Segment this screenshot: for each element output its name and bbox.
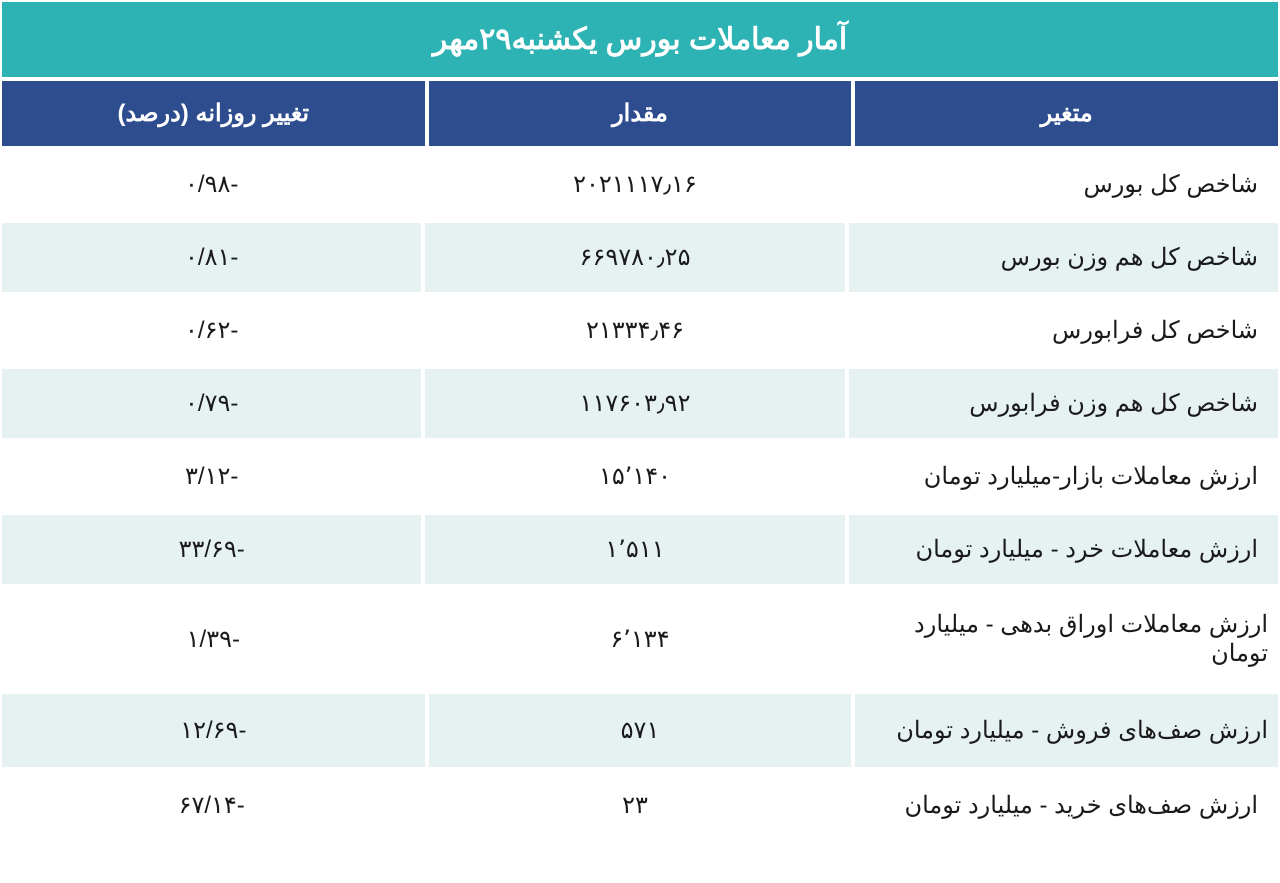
table-row: ارزش معاملات اوراق بدهی - میلیارد تومان … (0, 586, 1280, 692)
header-value: مقدار (427, 79, 854, 148)
cell-value: ۶٬۱۳۴ (427, 586, 854, 692)
cell-value: ۲۳ (423, 769, 846, 842)
cell-change: -۳/۱۲ (0, 440, 423, 513)
table-row: ارزش صف‌های فروش - میلیارد تومان ۵۷۱ -۱۲… (0, 692, 1280, 769)
cell-variable: ارزش معاملات اوراق بدهی - میلیارد تومان (853, 586, 1280, 692)
cell-value: ۶۶۹۷۸۰٫۲۵ (423, 221, 846, 294)
table-row: ارزش معاملات بازار-میلیارد تومان ۱۵٬۱۴۰ … (0, 440, 1280, 513)
cell-change: -۱۲/۶۹ (0, 692, 427, 769)
cell-value: ۲۰۲۱۱۱۷٫۱۶ (423, 148, 846, 221)
table-header-row: متغیر مقدار تغییر روزانه (درصد) (0, 79, 1280, 148)
cell-change: -۳۳/۶۹ (0, 513, 423, 586)
table-row: شاخص کل بورس ۲۰۲۱۱۱۷٫۱۶ -۰/۹۸ (0, 148, 1280, 221)
cell-variable: ارزش معاملات خرد - میلیارد تومان (847, 513, 1280, 586)
cell-change: -۰/۸۱ (0, 221, 423, 294)
cell-value: ۲۱۳۳۴٫۴۶ (423, 294, 846, 367)
cell-variable: شاخص کل هم وزن فرابورس (847, 367, 1280, 440)
cell-variable: شاخص کل هم وزن بورس (847, 221, 1280, 294)
cell-change: -۰/۹۸ (0, 148, 423, 221)
cell-value: ۱٬۵۱۱ (423, 513, 846, 586)
cell-variable: شاخص کل بورس (847, 148, 1280, 221)
cell-change: -۶۷/۱۴ (0, 769, 423, 842)
cell-variable: ارزش معاملات بازار-میلیارد تومان (847, 440, 1280, 513)
cell-variable: ارزش صف‌های خرید - میلیارد تومان (847, 769, 1280, 842)
cell-change: -۰/۷۹ (0, 367, 423, 440)
cell-change: -۰/۶۲ (0, 294, 423, 367)
cell-value: ۵۷۱ (427, 692, 854, 769)
cell-value: ۱۵٬۱۴۰ (423, 440, 846, 513)
table-row: شاخص کل هم وزن فرابورس ۱۱۷۶۰۳٫۹۲ -۰/۷۹ (0, 367, 1280, 440)
cell-value: ۱۱۷۶۰۳٫۹۲ (423, 367, 846, 440)
table-row: شاخص کل فرابورس ۲۱۳۳۴٫۴۶ -۰/۶۲ (0, 294, 1280, 367)
table-row: ارزش معاملات خرد - میلیارد تومان ۱٬۵۱۱ -… (0, 513, 1280, 586)
cell-variable: شاخص کل فرابورس (847, 294, 1280, 367)
table-row: شاخص کل هم وزن بورس ۶۶۹۷۸۰٫۲۵ -۰/۸۱ (0, 221, 1280, 294)
table-title: آمار معاملات بورس یکشنبه۲۹مهر (0, 0, 1280, 79)
table-row: ارزش صف‌های خرید - میلیارد تومان ۲۳ -۶۷/… (0, 769, 1280, 842)
stock-stats-table: آمار معاملات بورس یکشنبه۲۹مهر متغیر مقدا… (0, 0, 1280, 883)
header-change: تغییر روزانه (درصد) (0, 79, 427, 148)
cell-change: -۱/۳۹ (0, 586, 427, 692)
header-variable: متغیر (853, 79, 1280, 148)
cell-variable: ارزش صف‌های فروش - میلیارد تومان (853, 692, 1280, 769)
